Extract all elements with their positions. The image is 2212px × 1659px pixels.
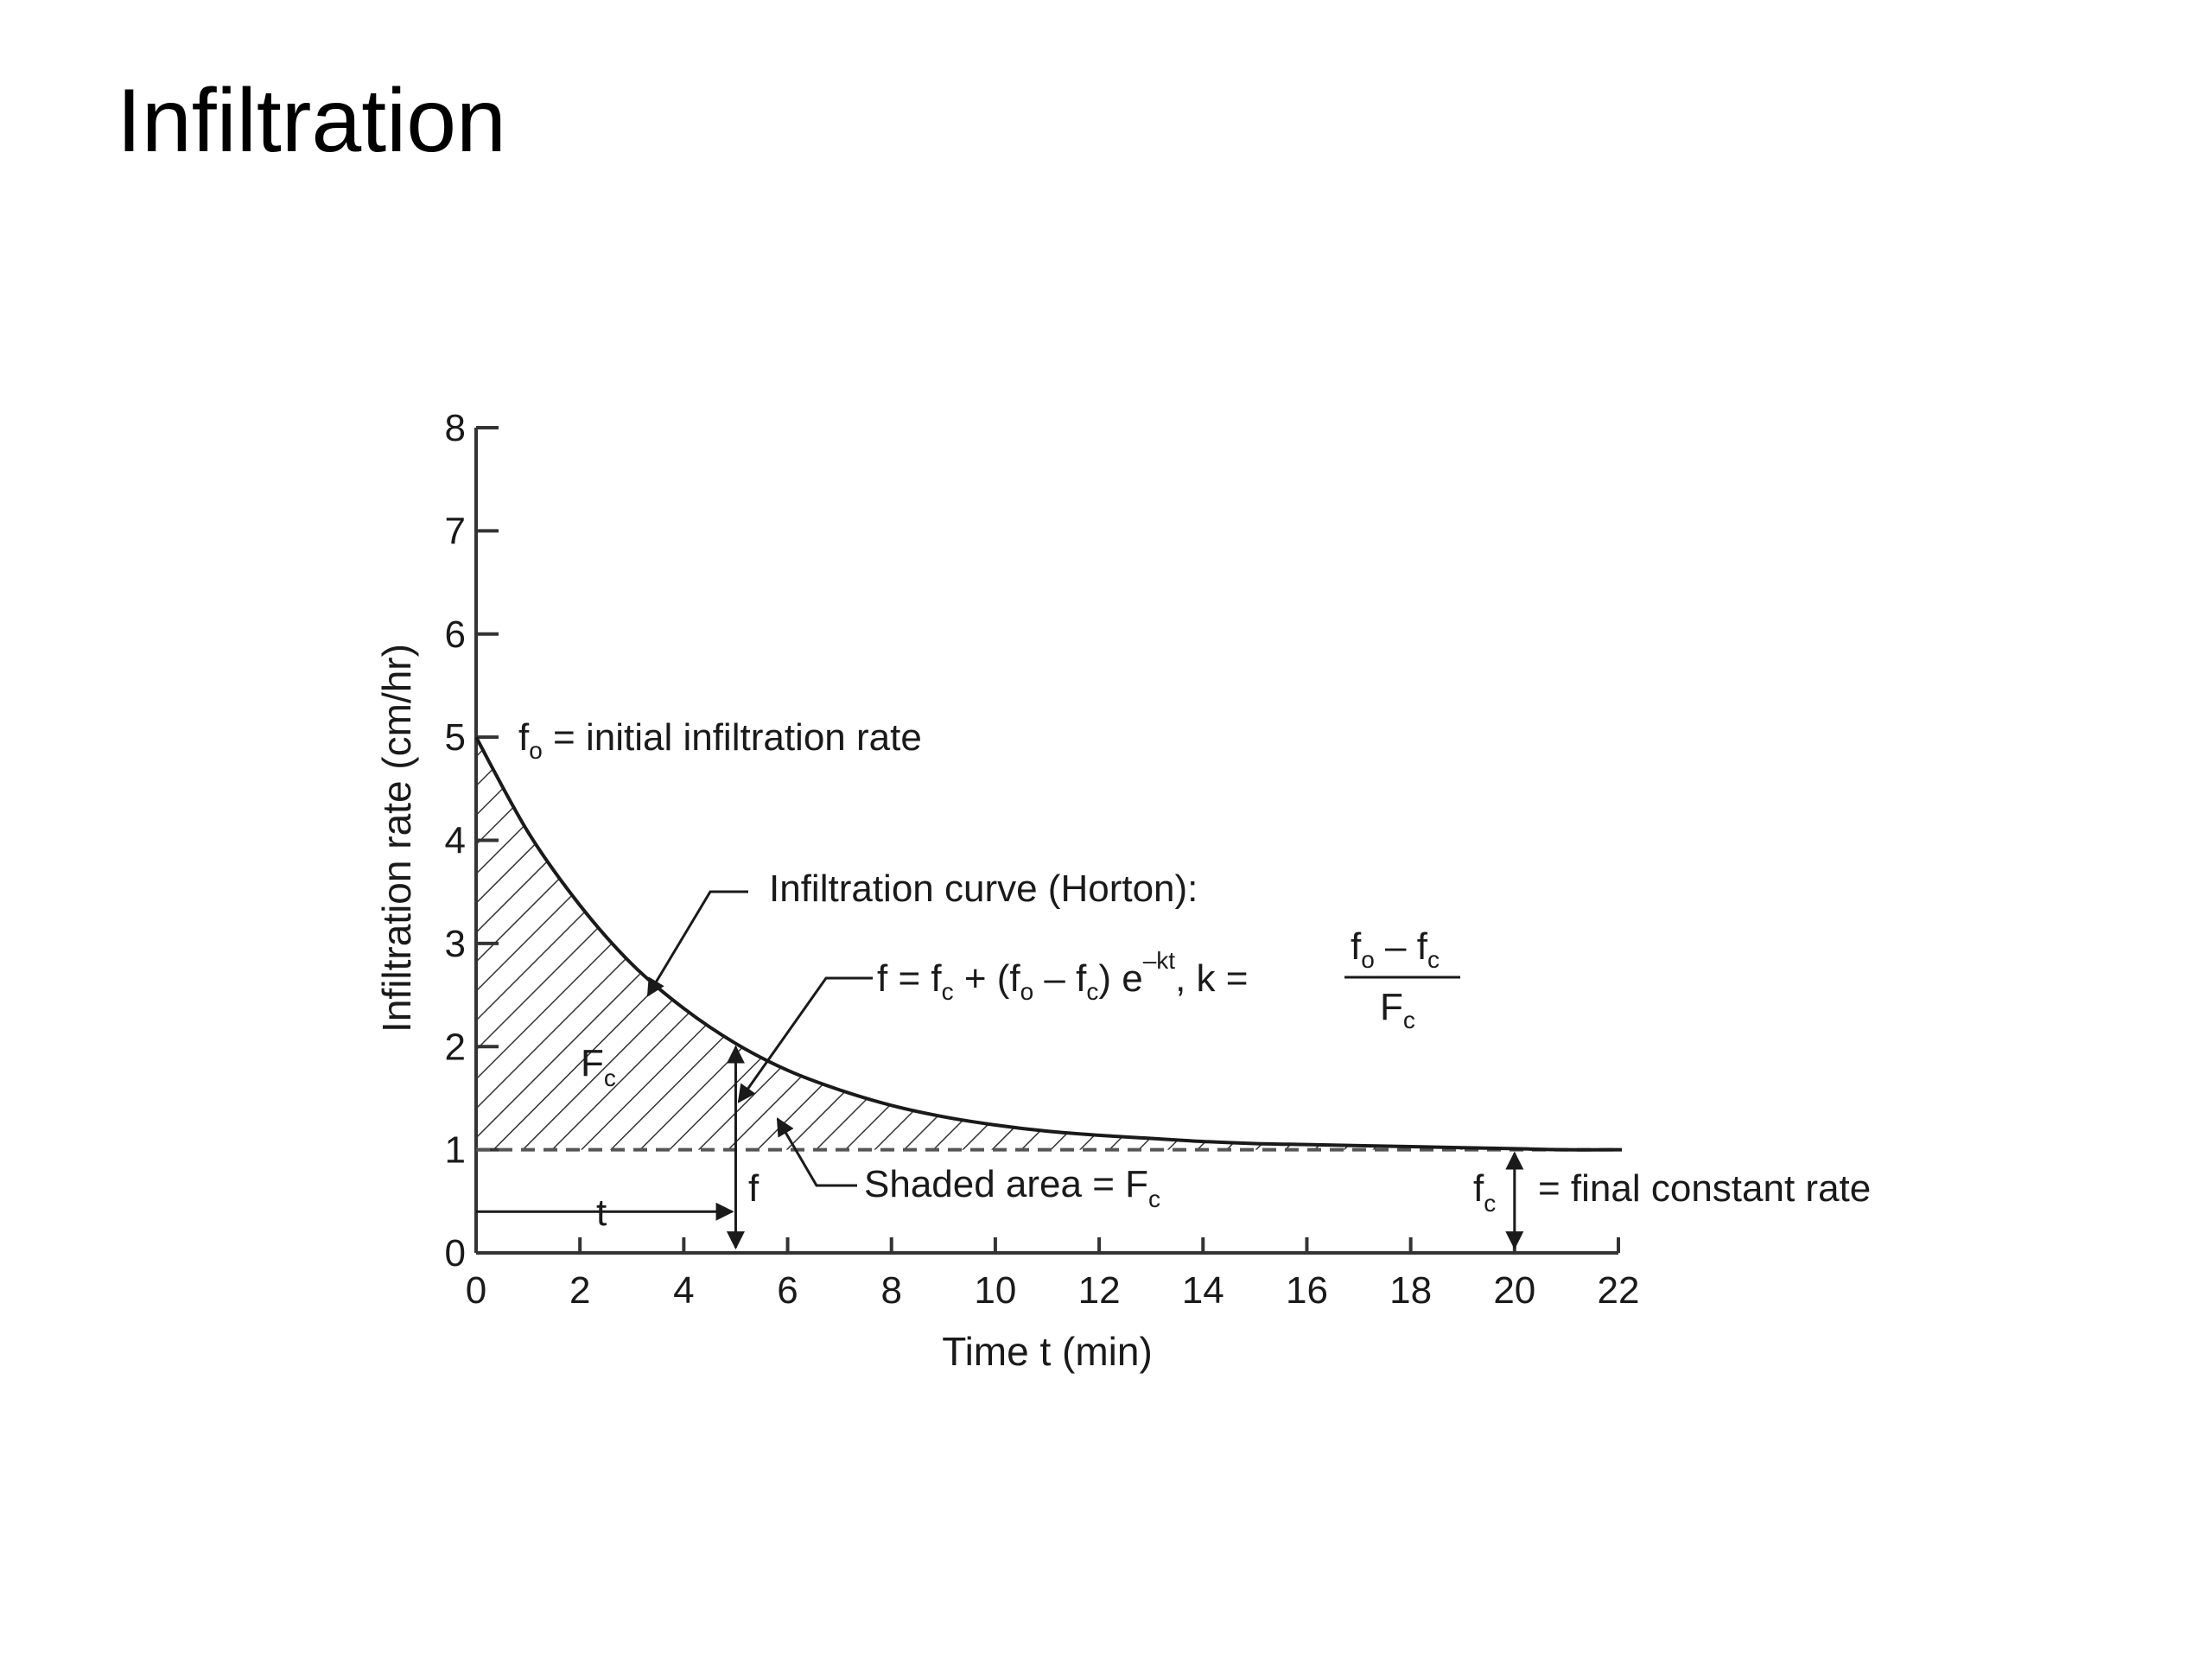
x-tick-label: 10 [974, 1269, 1016, 1312]
y-tick-label: 7 [445, 510, 466, 552]
x-tick-label: 2 [569, 1269, 590, 1312]
slide-title: Infiltration [117, 71, 506, 171]
x-ticks: 0 2 4 6 8 10 12 14 16 18 20 22 [466, 1237, 1640, 1312]
x-tick-label: 6 [777, 1269, 798, 1312]
equation-leader [737, 976, 873, 1103]
horton-curve [474, 736, 1619, 1152]
y-tick-label: 8 [445, 407, 466, 449]
y-axis-title: Infiltration rate (cm/hr) [374, 644, 419, 1033]
x-tick-label: 16 [1286, 1269, 1328, 1312]
x-tick-label: 14 [1182, 1269, 1224, 1312]
t-label: t [596, 1192, 607, 1234]
x-tick-label: 22 [1598, 1269, 1640, 1312]
fo-label: fo = initial infiltration rate [518, 716, 922, 764]
Fc-label: Fc [581, 1042, 616, 1091]
f-label: f [748, 1167, 760, 1210]
fc-label: fc [1473, 1167, 1496, 1217]
curve-leader [646, 890, 748, 997]
k-numerator: fo – fc [1351, 925, 1440, 973]
x-tick-label: 12 [1078, 1269, 1121, 1312]
y-tick-label: 3 [445, 923, 466, 965]
x-tick-label: 20 [1493, 1269, 1535, 1312]
x-tick-label: 18 [1389, 1269, 1432, 1312]
y-tick-label: 4 [445, 820, 466, 862]
curve-label: Infiltration curve (Horton): [769, 868, 1198, 910]
y-ticks: 0 1 2 3 4 5 6 7 8 [445, 407, 499, 1274]
y-tick-label: 5 [445, 716, 466, 759]
x-axis-title: Time t (min) [942, 1329, 1153, 1374]
y-tick-label: 1 [445, 1129, 466, 1172]
x-tick-label: 0 [466, 1269, 486, 1312]
x-tick-label: 8 [880, 1269, 901, 1312]
horton-equation: f = fc + (fo – fc) e–kt, k = [877, 947, 1248, 1005]
x-tick-label: 4 [673, 1269, 694, 1312]
fc-label-text: = final constant rate [1538, 1167, 1871, 1210]
shaded-area-label: Shaded area = Fc [864, 1163, 1160, 1212]
y-tick-label: 0 [445, 1232, 466, 1274]
shaded-leader [776, 1117, 857, 1187]
y-tick-label: 2 [445, 1026, 466, 1068]
k-denominator: Fc [1380, 986, 1415, 1033]
shaded-area [476, 737, 1618, 1150]
y-tick-label: 6 [445, 613, 466, 656]
